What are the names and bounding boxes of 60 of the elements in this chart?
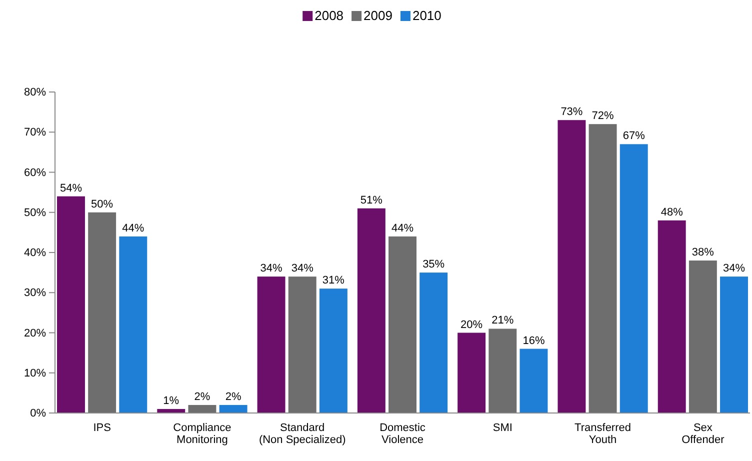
- data-label: 51%: [360, 194, 383, 206]
- data-label: 73%: [560, 106, 583, 118]
- data-label: 38%: [692, 246, 714, 259]
- data-label: 16%: [522, 334, 545, 347]
- bar: [357, 208, 386, 413]
- bar: [488, 328, 517, 413]
- bar: [420, 272, 448, 413]
- x-tick-label: Sex Offender: [682, 422, 725, 446]
- data-label: 48%: [660, 206, 684, 218]
- bar: [458, 332, 486, 413]
- y-tick-label: 50%: [24, 206, 46, 219]
- legend-label: 2010: [412, 8, 442, 23]
- data-label: 72%: [592, 110, 614, 122]
- data-label: 50%: [91, 198, 114, 210]
- bar: [319, 288, 348, 413]
- data-label: 31%: [322, 274, 345, 287]
- data-label: 54%: [60, 182, 82, 194]
- y-tick-label: 30%: [24, 287, 46, 300]
- y-tick-label: 10%: [24, 367, 46, 380]
- data-label: 20%: [460, 318, 483, 331]
- data-label: 21%: [492, 314, 514, 327]
- bar: [720, 276, 748, 413]
- bar: [620, 144, 648, 413]
- bar: [688, 260, 717, 413]
- x-tick-label: Domestic Violence: [380, 422, 426, 446]
- data-label: 35%: [422, 258, 445, 271]
- bar: [588, 124, 617, 413]
- data-label: 2%: [225, 390, 242, 403]
- bar: [188, 404, 216, 413]
- bar: [388, 236, 416, 413]
- data-label: 67%: [622, 130, 646, 142]
- y-tick-label: 80%: [24, 86, 46, 99]
- bar: [257, 276, 286, 413]
- y-tick-label: 20%: [24, 327, 46, 340]
- x-tick-label: Transferred Youth: [574, 422, 632, 446]
- data-label: 44%: [122, 222, 144, 234]
- data-label: 34%: [260, 262, 282, 275]
- y-tick-label: 0%: [30, 408, 46, 420]
- data-label: 34%: [291, 262, 314, 275]
- x-tick-label: IPS: [93, 422, 111, 434]
- bar: [558, 120, 586, 413]
- y-tick-label: 40%: [24, 247, 46, 260]
- data-label: 2%: [194, 390, 210, 403]
- legend-label: 2009: [364, 8, 392, 23]
- x-tick-label: Standard (Non Specialized): [258, 422, 346, 446]
- bar: [520, 348, 548, 413]
- data-label: 1%: [163, 394, 180, 407]
- y-tick-label: 70%: [24, 126, 46, 139]
- y-tick-label: 60%: [24, 166, 46, 179]
- bar: [658, 220, 686, 413]
- bar: [119, 236, 148, 413]
- x-tick-label: SMI: [492, 422, 512, 434]
- bar: [88, 212, 116, 413]
- data-label: 44%: [391, 222, 414, 234]
- bar: [57, 196, 85, 413]
- legend-label: 2008: [314, 8, 344, 23]
- bar: [288, 276, 316, 413]
- x-tick-label: Compliance Monitoring: [173, 422, 232, 446]
- data-label: 34%: [722, 262, 746, 275]
- bar: [219, 404, 248, 413]
